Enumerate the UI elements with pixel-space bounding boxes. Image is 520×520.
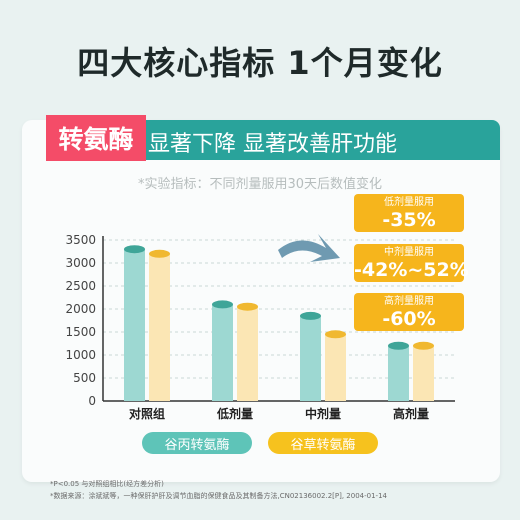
x-tick-label: 高剂量 (393, 406, 429, 421)
bar-cap (149, 249, 170, 258)
footnote-source: *数据来源：涂斌斌等，一种保肝护肝及调节血脂的保健食品及其制备方法,CN0213… (50, 492, 387, 500)
banner-tag: 转氨酶 (46, 115, 146, 161)
callout-high-label: 高剂量服用 (384, 296, 434, 307)
bar (212, 304, 233, 401)
banner-text: 显著下降 显著改善肝功能 (148, 132, 397, 157)
callout-mid-label: 中剂量服用 (384, 247, 434, 258)
bar (237, 306, 258, 401)
y-tick-label: 3500 (65, 233, 96, 247)
x-tick-label: 低剂量 (216, 406, 253, 421)
callout-low-value: -35% (382, 209, 436, 231)
y-tick-label: 2000 (65, 302, 96, 316)
y-tick-label: 1000 (65, 348, 96, 362)
callout-mid-value: -42%~52% (354, 259, 469, 281)
pointer-arrow (278, 234, 340, 262)
bar-cap (388, 341, 409, 350)
callout-high: 高剂量服用 -60% (354, 293, 464, 331)
callout-high-value: -60% (382, 308, 436, 330)
y-tick-label: 3000 (65, 256, 96, 270)
bar (325, 334, 346, 401)
bar (124, 249, 145, 401)
callout-low-label: 低剂量服用 (384, 197, 434, 208)
callout-mid: 中剂量服用 -42%~52% (354, 244, 469, 282)
x-tick-label: 中剂量 (305, 406, 341, 421)
chart-subtitle: *实验指标：不同剂量服用30天后数值变化 (137, 177, 383, 192)
y-tick-label: 0 (88, 394, 96, 408)
bar (388, 345, 409, 401)
bar-cap (413, 341, 434, 350)
bar-cap (300, 311, 321, 320)
bar (149, 253, 170, 401)
bar (300, 315, 321, 401)
y-tick-label: 1500 (65, 325, 96, 339)
legend-series-b: 谷草转氨酶 (268, 432, 378, 454)
page-title: 四大核心指标 1个月变化 (77, 44, 443, 82)
bar-cap (325, 330, 346, 339)
y-tick-label: 2500 (65, 279, 96, 293)
bar-cap (124, 245, 145, 254)
y-tick-label: 500 (73, 371, 96, 385)
footnote-significance: *P<0.05 与对照组相比(经方差分析) (50, 480, 164, 488)
legend-series-a: 谷丙转氨酶 (142, 432, 252, 454)
x-tick-label: 对照组 (129, 406, 165, 421)
bar (413, 345, 434, 401)
bar-cap (237, 302, 258, 311)
callout-low: 低剂量服用 -35% (354, 194, 464, 232)
bar-cap (212, 300, 233, 309)
